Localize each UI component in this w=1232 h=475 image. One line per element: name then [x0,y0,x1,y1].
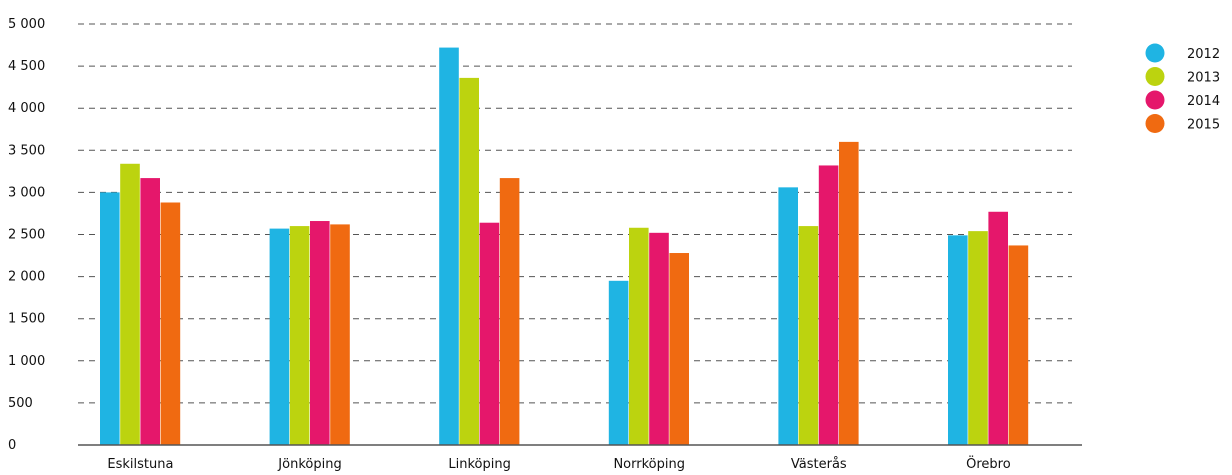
legend-swatch [1145,43,1165,63]
x-axis: Eskilstuna Jönköping Linköping Norrköping Vä… [107,455,1010,472]
y-axis: 0 500 1 000 1 500 2 000 2 500 3 000 3 500 4 000 4… [8,17,45,453]
y-tick-label: 3 500 [8,143,45,158]
bar [818,165,839,445]
bar [499,178,520,445]
bar [330,224,350,445]
bar [120,163,140,445]
bar [160,202,181,445]
bar [669,253,689,445]
legend: 2012 2013 2014 2015 [1145,43,1220,133]
x-tick-label: Västerås [791,457,847,472]
y-tick-label: 500 [8,396,33,411]
y-tick-label: 1 000 [8,354,45,369]
y-tick-label: 2 000 [8,270,45,285]
y-tick-label: 2 500 [8,228,45,243]
bar [439,47,459,446]
legend-swatch [1145,114,1165,133]
bar [310,221,330,445]
legend-label: 2014 [1187,94,1220,109]
bar [479,222,500,445]
bar [778,187,798,445]
x-tick-label: Norrköping [613,457,685,472]
y-tick-label: 1 500 [8,312,45,327]
x-tick-label: Jönköping [277,457,341,472]
bar [968,231,988,445]
bar [1008,245,1029,445]
bar [798,226,819,445]
y-tick-label: 0 [8,438,16,453]
bar [988,211,1008,445]
bar [629,227,649,445]
gridlines [78,23,1072,404]
legend-swatch [1145,67,1165,86]
bar [948,235,968,445]
legend-label: 2015 [1187,118,1220,133]
y-tick-label: 4 500 [8,59,45,74]
y-tick-label: 4 000 [8,101,45,116]
y-tick-label: 5 000 [8,17,45,32]
bar [100,192,120,445]
bar [459,77,479,445]
x-tick-label: Örebro [966,455,1011,472]
bar [649,232,669,445]
bar [269,228,290,445]
legend-label: 2013 [1187,71,1220,86]
bar [289,226,310,445]
bar [140,178,160,445]
x-tick-label: Linköping [448,457,510,472]
bar [608,280,629,445]
x-tick-label: Eskilstuna [107,457,173,472]
legend-label: 2012 [1187,47,1220,62]
y-tick-label: 3 000 [8,185,45,200]
legend-swatch [1145,90,1165,110]
bars [100,47,1029,446]
bar [839,141,859,445]
